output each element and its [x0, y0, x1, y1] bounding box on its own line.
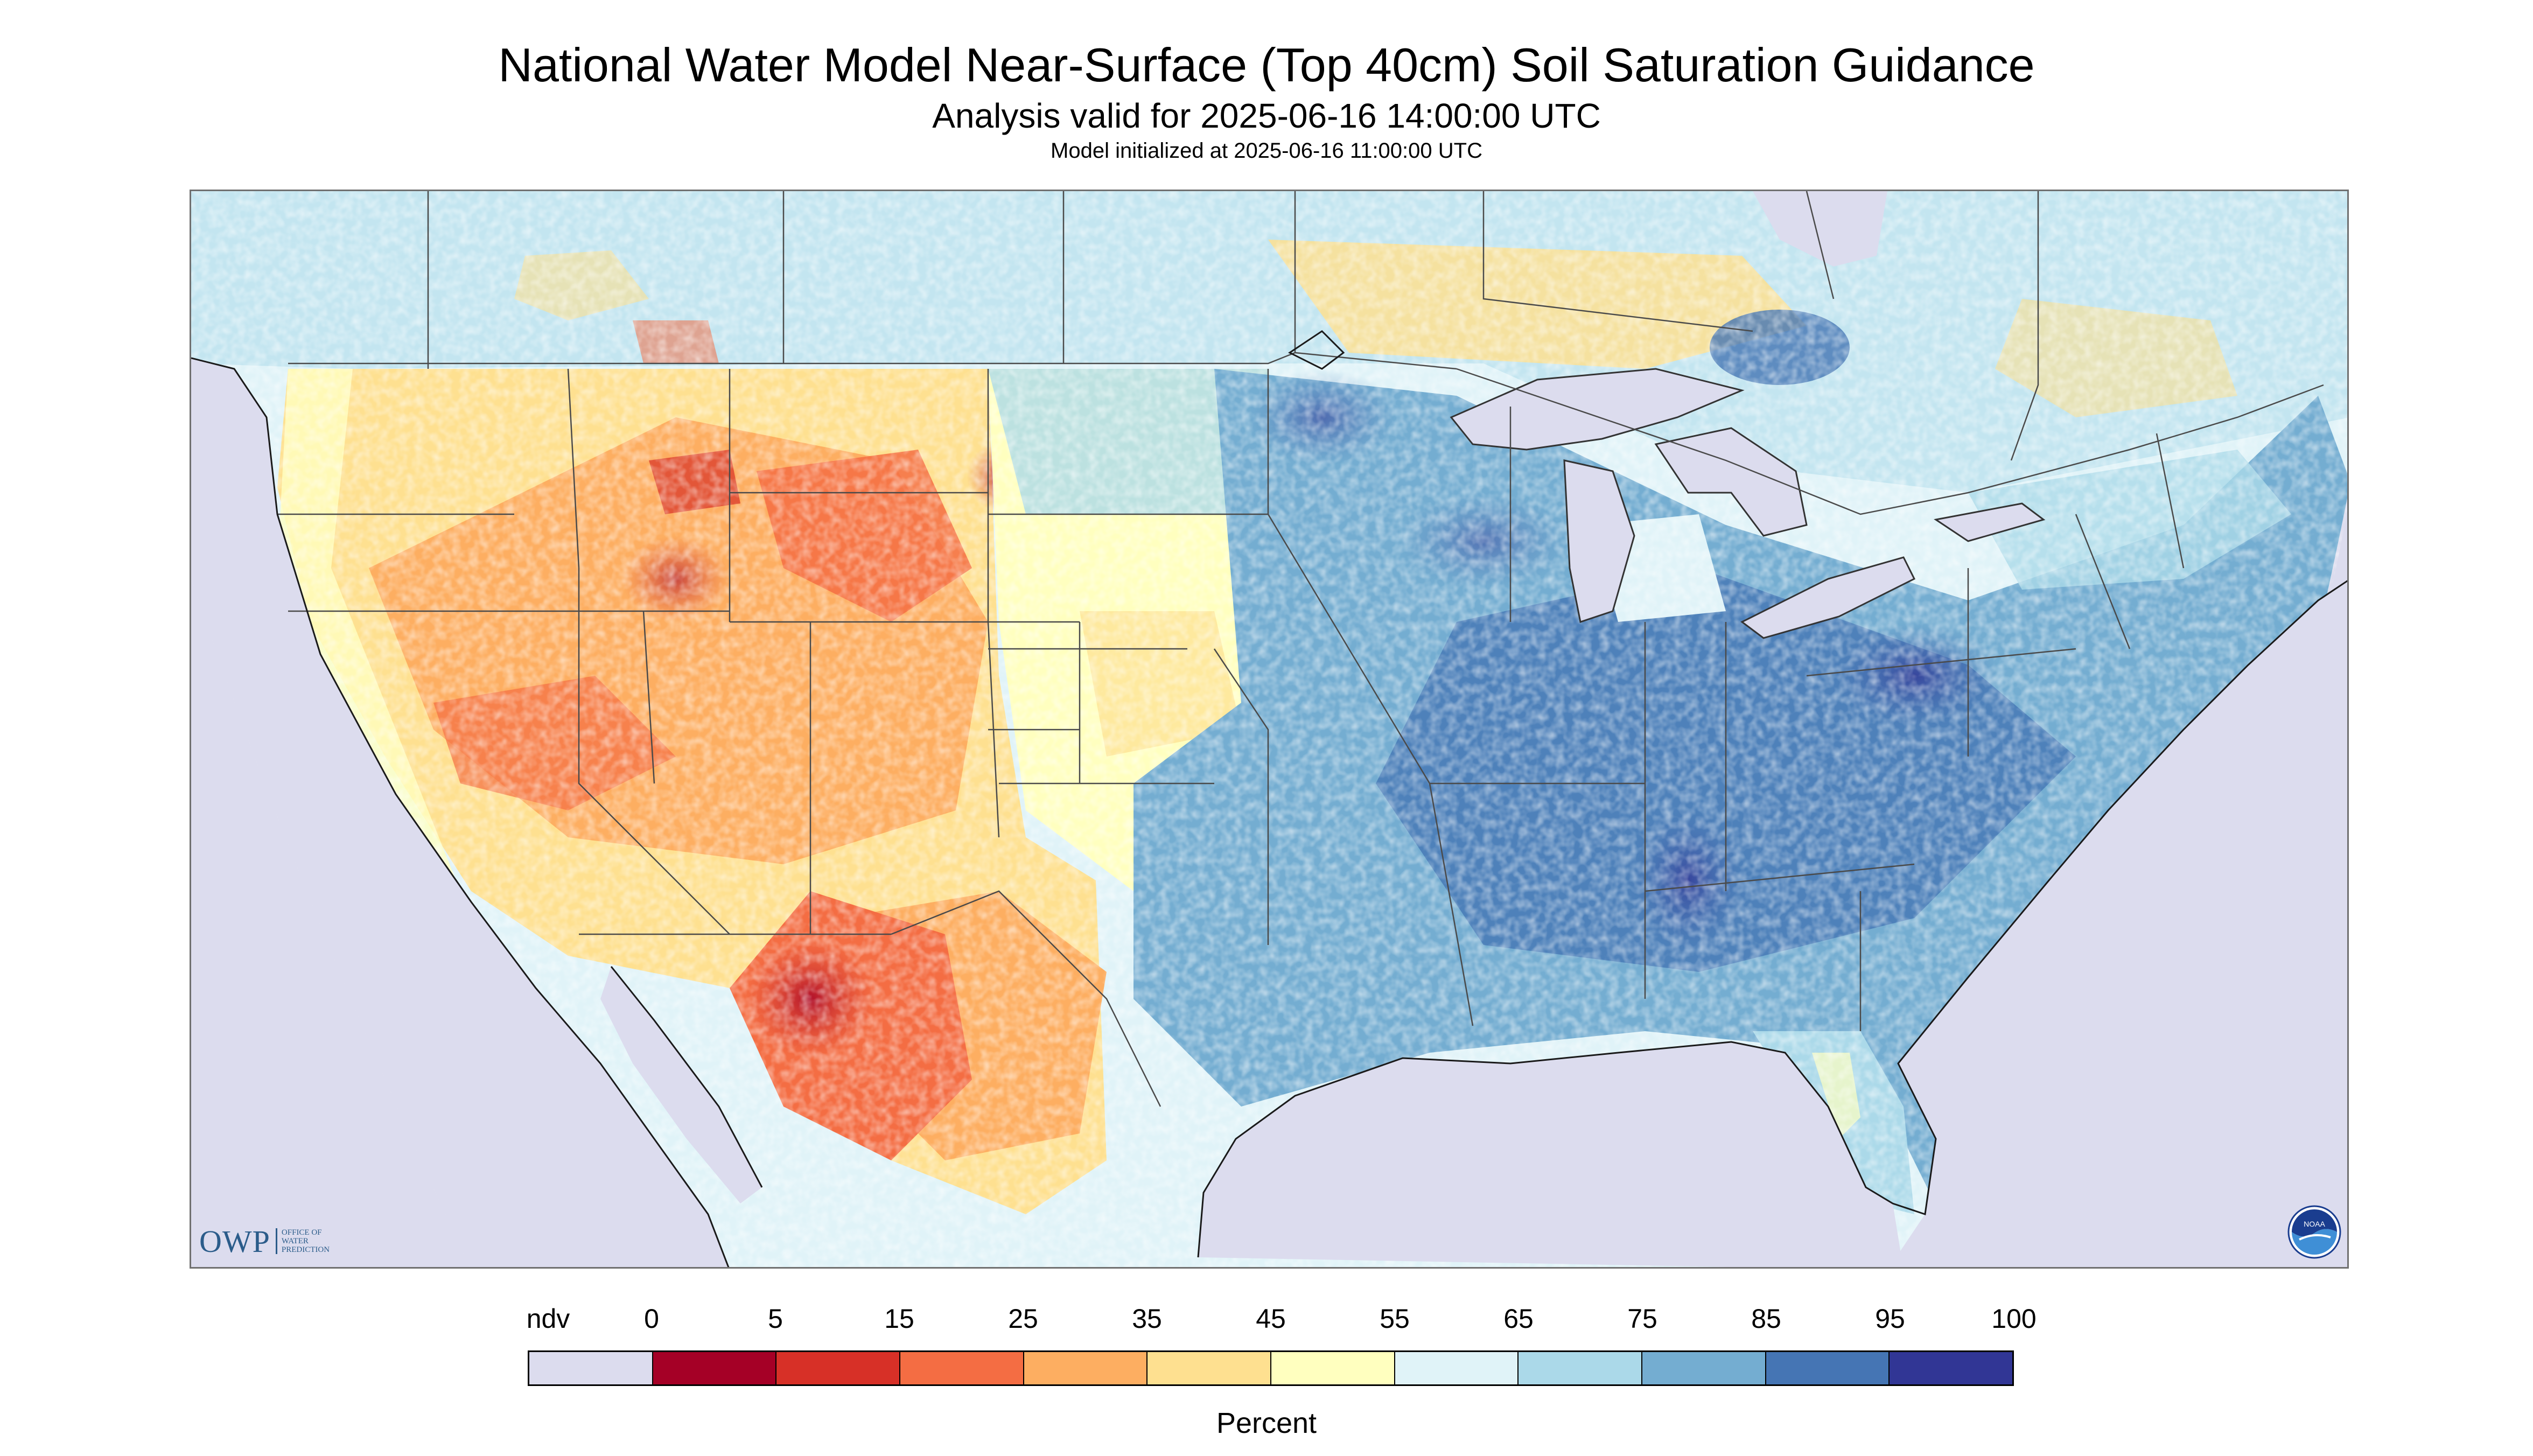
legend-swatch-9 — [1642, 1352, 1766, 1384]
owp-line-1: OFFICE OF — [281, 1228, 322, 1237]
legend-label-75: 75 — [1627, 1304, 1657, 1334]
owp-logo-letters: OWP — [199, 1223, 270, 1259]
legend-swatch-0 — [529, 1352, 653, 1384]
legend-swatch-11 — [1890, 1352, 2013, 1384]
owp-logo: OWP OFFICE OF WATER PREDICTION — [199, 1222, 357, 1260]
legend-label-25: 25 — [1008, 1304, 1038, 1334]
coastlines — [191, 330, 2347, 1267]
legend-swatch-3 — [900, 1352, 1024, 1384]
legend-label-100: 100 — [1991, 1304, 2037, 1334]
model-init-time: Model initialized at 2025-06-16 11:00:00… — [1051, 139, 1482, 163]
legend-swatch-7 — [1395, 1352, 1519, 1384]
legend-label-35: 35 — [1132, 1304, 1162, 1334]
noaa-seal-text: NOAA — [2304, 1220, 2325, 1228]
legend-label-15: 15 — [884, 1304, 914, 1334]
legend-swatch-4 — [1024, 1352, 1148, 1384]
no-data-ocean — [191, 191, 2347, 1267]
legend-color-bar — [528, 1350, 2014, 1386]
legend-label-45: 45 — [1256, 1304, 1286, 1334]
legend-label-65: 65 — [1503, 1304, 1534, 1334]
legend-swatch-6 — [1271, 1352, 1395, 1384]
legend-label-ndv: ndv — [526, 1304, 570, 1334]
legend-swatch-8 — [1519, 1352, 1643, 1384]
legend-swatch-2 — [776, 1352, 901, 1384]
legend-label-95: 95 — [1875, 1304, 1905, 1334]
legend-label-0: 0 — [644, 1304, 659, 1334]
legend-label-55: 55 — [1380, 1304, 1410, 1334]
legend-label-85: 85 — [1751, 1304, 1781, 1334]
noaa-seal-icon: NOAA — [2287, 1205, 2341, 1259]
state-borders — [277, 191, 2324, 1107]
legend-swatch-5 — [1147, 1352, 1272, 1384]
legend-swatch-1 — [653, 1352, 777, 1384]
owp-logo-subtitle: OFFICE OF WATER PREDICTION — [275, 1228, 357, 1254]
legend-swatch-10 — [1766, 1352, 1890, 1384]
map-subtitle: Analysis valid for 2025-06-16 14:00:00 U… — [932, 96, 1601, 135]
data-domain — [191, 191, 2347, 1267]
soil-saturation-map — [190, 190, 2349, 1269]
great-lakes — [1450, 368, 2046, 639]
map-title: National Water Model Near-Surface (Top 4… — [498, 38, 2035, 92]
legend-label-5: 5 — [768, 1304, 783, 1334]
owp-line-2: WATER — [281, 1237, 309, 1245]
legend-unit-label: Percent — [1216, 1407, 1317, 1439]
owp-line-3: PREDICTION — [281, 1245, 330, 1254]
